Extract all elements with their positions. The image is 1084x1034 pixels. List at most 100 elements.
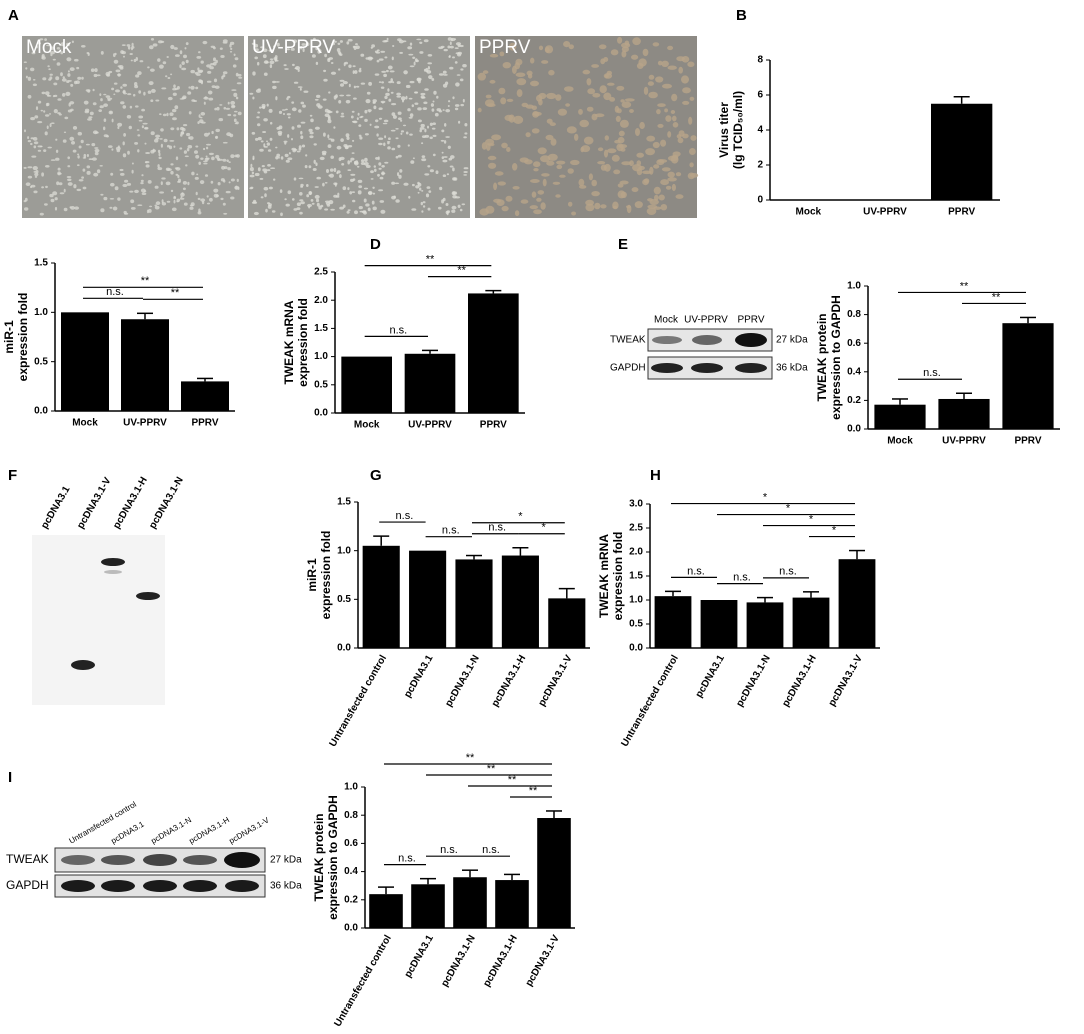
cell [346,210,350,214]
cell [645,148,655,156]
cell [447,45,451,49]
cell [438,73,444,76]
cell [122,183,128,188]
cell [347,187,350,191]
cell [179,197,185,200]
cell [273,178,276,181]
cell [532,111,542,116]
cell [541,173,550,177]
cell [591,64,599,68]
cell [452,167,455,172]
cell [612,205,618,209]
cell [213,57,216,62]
y-axis-label: expression fold [16,293,30,382]
cell [675,172,682,177]
error-bar [512,546,529,556]
cell [309,191,312,196]
cell [486,103,496,107]
cell [227,101,230,105]
cell [206,64,212,68]
cell [665,185,672,190]
cell [57,167,61,171]
cell [429,169,434,173]
cell [521,102,529,108]
cell [77,155,80,159]
cell [302,47,305,53]
cell [391,56,394,61]
cell [314,98,319,101]
cell [434,112,439,117]
cell [238,76,243,79]
cell [185,42,189,46]
cell [34,115,39,119]
sig-label: * [809,513,814,525]
cell [346,41,350,45]
cell [72,126,78,130]
cell [185,59,189,64]
cell [113,59,119,64]
cell [350,173,356,176]
cell [568,201,573,207]
gel [32,535,165,705]
cell [202,40,208,45]
sig-label: n.s. [687,565,705,577]
cell [365,165,371,168]
cell [586,78,592,86]
cell [375,157,379,160]
cell [32,79,36,81]
cell [275,96,278,101]
cell [342,81,348,85]
cell [655,76,664,83]
cell [617,190,626,199]
cell [450,37,456,42]
y-tick-label: 1.0 [314,351,328,362]
cell [160,143,163,148]
cell [689,162,694,168]
cell [221,165,226,170]
cell [384,161,389,164]
cell [302,104,306,108]
band [104,570,122,574]
cell [299,192,303,196]
cell [617,183,624,188]
cell [506,98,514,102]
bar [362,545,400,648]
cell [197,211,202,215]
cell [214,107,217,111]
cell [220,197,224,201]
cell [390,78,394,83]
cell [529,205,538,210]
cell [676,134,682,139]
cell [59,192,65,195]
cell [111,87,115,91]
cell [447,105,450,107]
cell [159,191,165,194]
cell [408,195,411,199]
cell [139,60,144,63]
cell [667,45,674,51]
cell [269,137,273,141]
blot [647,328,773,380]
cell [621,50,627,58]
sig-label: ** [992,291,1001,303]
cell [386,37,389,41]
cell [642,48,649,57]
cell [158,156,162,160]
cell [56,47,61,50]
cell [417,181,420,185]
cell [417,191,420,194]
cell [190,202,195,207]
cell [159,113,162,116]
cell [227,113,232,117]
cell [585,203,595,212]
cell [74,206,79,210]
cell [226,132,232,137]
cell [81,45,86,48]
cell [516,89,523,98]
cell [330,208,335,211]
cell [142,122,148,125]
cell [402,124,407,127]
cell [375,119,379,123]
cell [395,128,399,130]
cell [299,199,304,202]
